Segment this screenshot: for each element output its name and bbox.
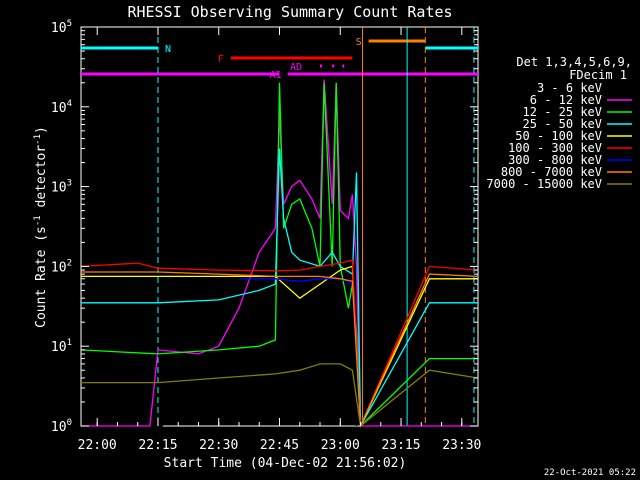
legend-label-0: 3 - 6 keV xyxy=(537,81,602,95)
chart-title: RHESSI Observing Summary Count Rates xyxy=(127,3,452,21)
legend-header-2: FDecim 1 xyxy=(569,68,627,82)
series-line-6 xyxy=(239,278,362,427)
series-lines xyxy=(80,79,479,429)
y-tick-label-3: 103 xyxy=(51,179,72,196)
legend-label-3: 25 - 50 keV xyxy=(523,117,602,131)
x-tick-label-5: 23:15 xyxy=(381,438,420,453)
series-line-2 xyxy=(80,82,478,428)
legend-header-1: Det 1,3,4,5,6,9, xyxy=(516,55,632,69)
flag-label-n: N xyxy=(165,44,171,55)
y-tick-label-5: 105 xyxy=(51,19,72,36)
x-tick-label-1: 22:15 xyxy=(138,438,177,453)
series-line-3 xyxy=(81,148,478,429)
legend-label-1: 6 - 12 keV xyxy=(530,93,602,107)
flag-bars: N F S AD A1 xyxy=(81,37,478,81)
flag-label-a1: A1 xyxy=(270,70,282,81)
flag-label-f: F xyxy=(218,54,224,65)
series-line-7 xyxy=(81,271,479,427)
x-tick-label-4: 23:00 xyxy=(321,438,360,453)
y-axis: 100 101 102 103 104 105 xyxy=(51,19,478,435)
x-tick-label-6: 23:30 xyxy=(442,438,481,453)
legend-label-5: 100 - 300 keV xyxy=(508,141,602,155)
series-line-5 xyxy=(80,259,479,427)
date-stamp: 22-Oct-2021 05:22 xyxy=(544,468,636,478)
plot-area: N F S AD A1 xyxy=(80,26,479,429)
x-tick-label-3: 22:45 xyxy=(260,438,299,453)
legend-label-4: 50 - 100 keV xyxy=(515,129,602,143)
y-tick-label-0: 100 xyxy=(51,418,72,435)
y-axis-label: Count Rate (s-1 detector-1) xyxy=(33,126,49,328)
legend-label-6: 300 - 800 keV xyxy=(508,153,602,167)
series-line-1 xyxy=(81,79,478,427)
flag-label-ad: AD xyxy=(290,62,302,73)
series-line-8 xyxy=(81,363,479,428)
y-tick-label-2: 102 xyxy=(51,258,72,275)
vertical-lines xyxy=(157,27,475,426)
x-tick-label-0: 22:00 xyxy=(78,438,117,453)
legend-label-2: 12 - 25 keV xyxy=(523,105,602,119)
legend-label-8: 7000 - 15000 keV xyxy=(486,177,602,191)
series-line-0 xyxy=(97,269,358,427)
y-tick-label-4: 104 xyxy=(51,99,72,116)
y-tick-label-1: 101 xyxy=(51,338,72,355)
legend-label-7: 800 - 7000 keV xyxy=(501,165,602,179)
x-tick-label-2: 22:30 xyxy=(199,438,238,453)
flag-label-s: S xyxy=(356,37,362,48)
x-axis: 22:00 22:15 22:30 22:45 23:00 23:15 23:30 xyxy=(78,27,481,453)
x-axis-label: Start Time (04-Dec-02 21:56:02) xyxy=(164,456,407,471)
